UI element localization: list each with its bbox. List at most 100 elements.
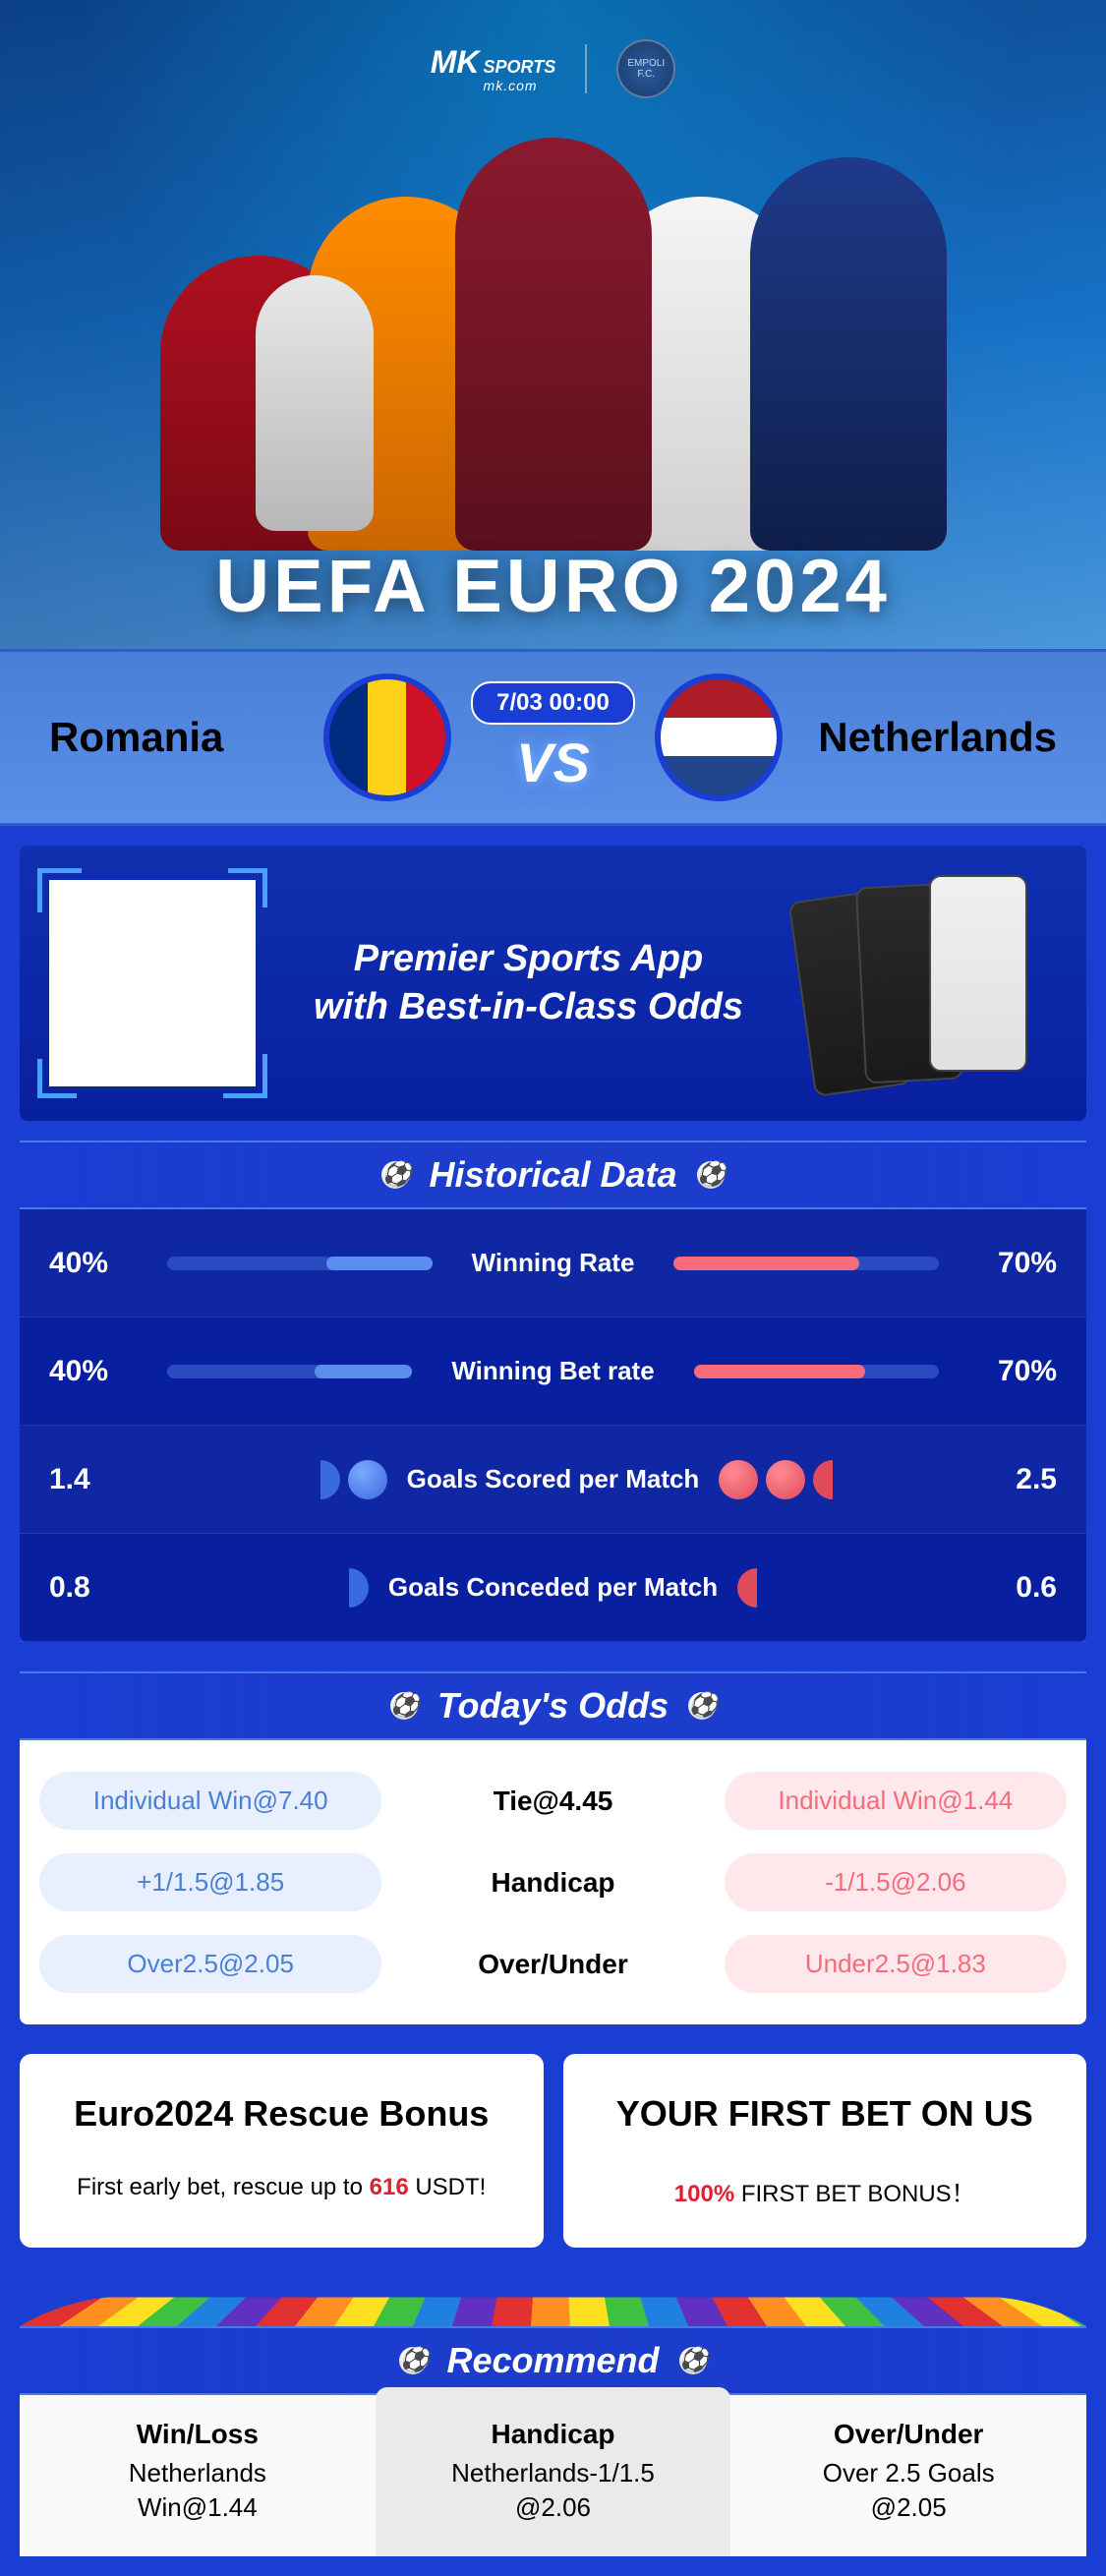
promo-text: Premier Sports App with Best-in-Class Od… <box>285 935 772 1032</box>
ball-icon <box>679 2347 707 2374</box>
stat-label: Goals Scored per Match <box>387 1464 720 1494</box>
brand-name: MK <box>431 44 480 81</box>
recommend-label: Win/Loss <box>35 2419 360 2450</box>
bonus-subtitle: First early bet, rescue up to 616 USDT! <box>49 2174 514 2201</box>
recommend-odds: @2.06 <box>391 2492 716 2523</box>
bonus-title: Euro2024 Rescue Bonus <box>49 2093 514 2135</box>
stat-left-value: 40% <box>49 1247 147 1280</box>
color-strip-decoration <box>20 2298 1086 2326</box>
stat-row: 40% Winning Rate 70% <box>20 1209 1086 1317</box>
odds-left-pill[interactable]: +1/1.5@1.85 <box>39 1853 381 1911</box>
stat-left-value: 40% <box>49 1355 147 1388</box>
recommend-label: Handicap <box>391 2419 716 2450</box>
odds-center-label: Over/Under <box>401 1949 704 1980</box>
hero-title: UEFA EURO 2024 <box>0 544 1106 629</box>
bar-right-track <box>694 1365 939 1378</box>
stat-label: Winning Bet rate <box>432 1356 673 1386</box>
recommend-block: Recommend Win/LossNetherlandsWin@1.44Han… <box>20 2326 1086 2556</box>
odds-block: Individual Win@7.40 Tie@4.45 Individual Wi… <box>20 1740 1086 2024</box>
score-ball-icon <box>301 1460 340 1499</box>
player-silhouette <box>455 138 652 551</box>
score-ball-icon <box>813 1460 852 1499</box>
phone-mockup <box>929 875 1027 1072</box>
match-datetime: 7/03 00:00 <box>471 681 635 725</box>
odds-left-pill[interactable]: Over2.5@2.05 <box>39 1935 381 1993</box>
balls-right <box>737 1568 959 1608</box>
hero-banner: MK SPORTS mk.com EMPOLI F.C. UEFA EURO 2… <box>0 0 1106 649</box>
flag-left <box>323 673 451 801</box>
recommend-odds: Win@1.44 <box>35 2492 360 2523</box>
score-ball-icon <box>329 1568 369 1608</box>
odds-row: +1/1.5@1.85 Handicap -1/1.5@2.06 <box>29 1842 1077 1923</box>
recommend-column[interactable]: Win/LossNetherlandsWin@1.44 <box>20 2395 376 2556</box>
recommend-odds: @2.05 <box>746 2492 1071 2523</box>
bar-left-track <box>167 1257 433 1270</box>
stat-right-value: 70% <box>959 1247 1057 1280</box>
promo-line2: with Best-in-Class Odds <box>285 983 772 1031</box>
odds-row: Over2.5@2.05 Over/Under Under2.5@1.83 <box>29 1923 1077 2005</box>
score-ball-icon <box>348 1460 387 1499</box>
stat-left-value: 1.4 <box>49 1463 147 1496</box>
bonus-card[interactable]: YOUR FIRST BET ON US100% FIRST BET BONUS… <box>563 2054 1087 2248</box>
recommend-title: Recommend <box>446 2340 659 2381</box>
recommend-value: Over 2.5 Goals <box>746 2458 1071 2488</box>
ball-icon <box>688 1692 716 1720</box>
stat-right-value: 0.6 <box>959 1571 1057 1605</box>
club-badge: EMPOLI F.C. <box>616 39 675 98</box>
ball-icon <box>399 2347 427 2374</box>
ball-icon <box>390 1692 418 1720</box>
odds-center-label: Tie@4.45 <box>401 1786 704 1817</box>
logo-divider <box>585 44 587 93</box>
stat-right-value: 2.5 <box>959 1463 1057 1496</box>
match-bar: Romania 7/03 00:00 VS Netherlands <box>0 649 1106 826</box>
qr-code-placeholder[interactable] <box>49 880 256 1086</box>
stat-row: 40% Winning Bet rate 70% <box>20 1317 1086 1426</box>
odds-title: Today's Odds <box>437 1685 669 1727</box>
brand-logo[interactable]: MK SPORTS mk.com <box>431 44 555 93</box>
recommend-column[interactable]: Handicap Netherlands-1/1.5 @2.06 <box>376 2387 731 2556</box>
promo-line1: Premier Sports App <box>285 935 772 983</box>
stat-label: Goals Conceded per Match <box>369 1572 737 1603</box>
app-promo-card[interactable]: Premier Sports App with Best-in-Class Od… <box>20 846 1086 1121</box>
recommend-column[interactable]: Over/Under Over 2.5 Goals @2.05 <box>730 2395 1086 2556</box>
brand-tagline: SPORTS <box>484 57 556 78</box>
odds-row: Individual Win@7.40 Tie@4.45 Individual Wi… <box>29 1760 1077 1842</box>
club-badge-text: EMPOLI F.C. <box>618 58 673 80</box>
odds-right-pill[interactable]: -1/1.5@2.06 <box>725 1853 1067 1911</box>
flag-right <box>655 673 783 801</box>
historical-title: Historical Data <box>429 1154 676 1196</box>
phone-mockups <box>801 875 1057 1091</box>
odds-right-pill[interactable]: Individual Win@1.44 <box>725 1772 1067 1830</box>
recommend-value: Netherlands-1/1.5 <box>391 2458 716 2488</box>
bar-left-track <box>167 1365 412 1378</box>
ball-icon <box>381 1161 409 1189</box>
bonus-subtitle: 100% FIRST BET BONUS！ <box>593 2174 1058 2208</box>
vs-block: 7/03 00:00 VS <box>323 673 783 801</box>
logo-bar: MK SPORTS mk.com EMPOLI F.C. <box>431 39 675 98</box>
brand-domain: mk.com <box>484 78 556 93</box>
historical-data-block: 40% Winning Rate 70% 40% Winning Bet rate 70%… <box>20 1209 1086 1642</box>
stat-left-value: 0.8 <box>49 1571 147 1605</box>
stat-right-value: 70% <box>959 1355 1057 1388</box>
score-ball-icon <box>766 1460 805 1499</box>
stat-label: Winning Rate <box>452 1248 655 1278</box>
bonus-card[interactable]: Euro2024 Rescue Bonus First early bet, re… <box>20 2054 544 2248</box>
balls-left <box>147 1460 387 1499</box>
player-silhouette <box>750 157 947 551</box>
odds-right-pill[interactable]: Under2.5@1.83 <box>725 1935 1067 1993</box>
odds-left-pill[interactable]: Individual Win@7.40 <box>39 1772 381 1830</box>
bonus-row: Euro2024 Rescue Bonus First early bet, re… <box>20 2054 1086 2248</box>
bar-right-track <box>673 1257 939 1270</box>
balls-right <box>719 1460 959 1499</box>
vs-center: 7/03 00:00 VS <box>471 681 635 794</box>
balls-left <box>147 1568 369 1608</box>
recommend-row: Win/LossNetherlandsWin@1.44 Handicap Nethe… <box>20 2395 1086 2556</box>
historical-header: Historical Data <box>20 1141 1086 1209</box>
recommend-label: Over/Under <box>746 2419 1071 2450</box>
score-ball-icon <box>719 1460 758 1499</box>
trophy-image <box>256 275 374 531</box>
players-row <box>0 138 1106 551</box>
vs-text: VS <box>516 731 590 794</box>
stat-row: 0.8 Goals Conceded per Match 0.6 <box>20 1534 1086 1642</box>
odds-center-label: Handicap <box>401 1867 704 1899</box>
